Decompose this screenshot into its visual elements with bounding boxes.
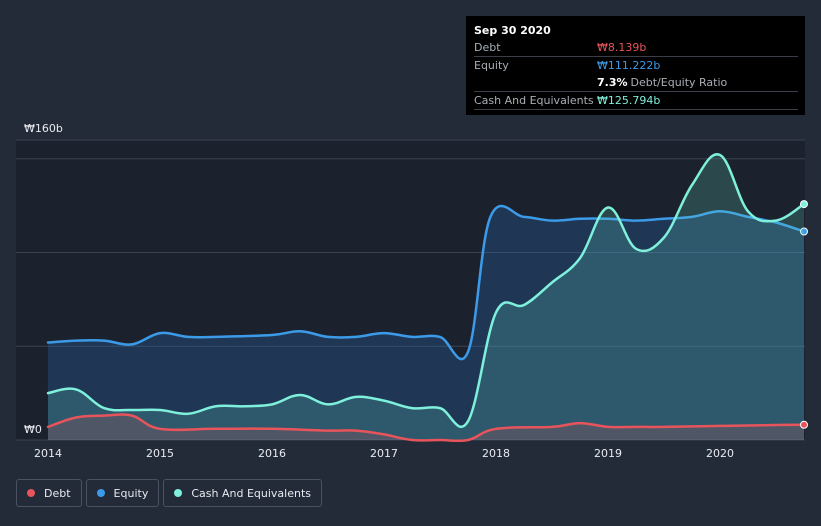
area-cash-and-equivalents bbox=[48, 154, 804, 440]
x-tick-label-2016: 2016 bbox=[258, 447, 286, 460]
tooltip-equity-value: ₩111.222b bbox=[597, 59, 661, 72]
end-point-equity bbox=[800, 227, 808, 236]
legend-equity-label: Equity bbox=[113, 486, 149, 500]
tooltip-date: Sep 30 2020 bbox=[474, 24, 551, 37]
tooltip-ratio-label: Debt/Equity Ratio bbox=[630, 76, 728, 89]
tooltip-row-ratio: 7.3% Debt/Equity Ratio bbox=[474, 74, 798, 92]
legend-item-equity[interactable]: Equity bbox=[85, 479, 160, 507]
x-tick-label-2014: 2014 bbox=[34, 447, 62, 460]
x-tick-label-2019: 2019 bbox=[594, 447, 622, 460]
area-debt bbox=[48, 414, 804, 441]
x-tick-label-2017: 2017 bbox=[370, 447, 398, 460]
tooltip-row-equity: Equity ₩111.222b bbox=[474, 57, 798, 74]
legend-equity-dot-icon bbox=[96, 489, 105, 497]
tooltip-panel: Sep 30 2020 Debt ₩8.139b Equity ₩111.222… bbox=[466, 16, 805, 115]
line-debt bbox=[46, 413, 806, 443]
legend-cash-dot-icon bbox=[174, 489, 183, 497]
tooltip-equity-label: Equity bbox=[474, 59, 509, 72]
tooltip-ratio-value: 7.3% bbox=[597, 76, 628, 89]
plot-area bbox=[16, 140, 805, 440]
tooltip-row-debt: Debt ₩8.139b bbox=[474, 39, 798, 57]
x-tick-label-2020: 2020 bbox=[706, 447, 734, 460]
tooltip-row-cash: Cash And Equivalents ₩125.794b bbox=[474, 92, 798, 110]
chart-legend: Debt Equity Cash And Equivalents bbox=[16, 479, 322, 507]
legend-cash-label: Cash And Equivalents bbox=[191, 486, 311, 500]
y-tick-label-1: ₩0 bbox=[24, 423, 42, 436]
area-equity bbox=[48, 205, 804, 440]
tooltip-debt-value: ₩8.139b bbox=[597, 41, 647, 54]
legend-debt-label: Debt bbox=[44, 486, 71, 500]
y-tick-label-0: ₩160b bbox=[24, 122, 63, 135]
legend-debt-dot-icon bbox=[27, 489, 35, 497]
legend-item-debt[interactable]: Debt bbox=[16, 479, 82, 507]
x-tick-label-2015: 2015 bbox=[146, 447, 174, 460]
tooltip-cash-label: Cash And Equivalents bbox=[474, 94, 594, 107]
legend-item-cash[interactable]: Cash And Equivalents bbox=[163, 479, 322, 507]
tooltip-debt-label: Debt bbox=[474, 41, 501, 54]
end-point-debt bbox=[800, 420, 808, 429]
tooltip-cash-value: ₩125.794b bbox=[597, 94, 661, 107]
end-point-cash-and-equivalents bbox=[800, 200, 808, 209]
x-tick-label-2018: 2018 bbox=[482, 447, 510, 460]
line-equity bbox=[46, 204, 806, 361]
line-cash-and-equivalents bbox=[46, 153, 806, 429]
